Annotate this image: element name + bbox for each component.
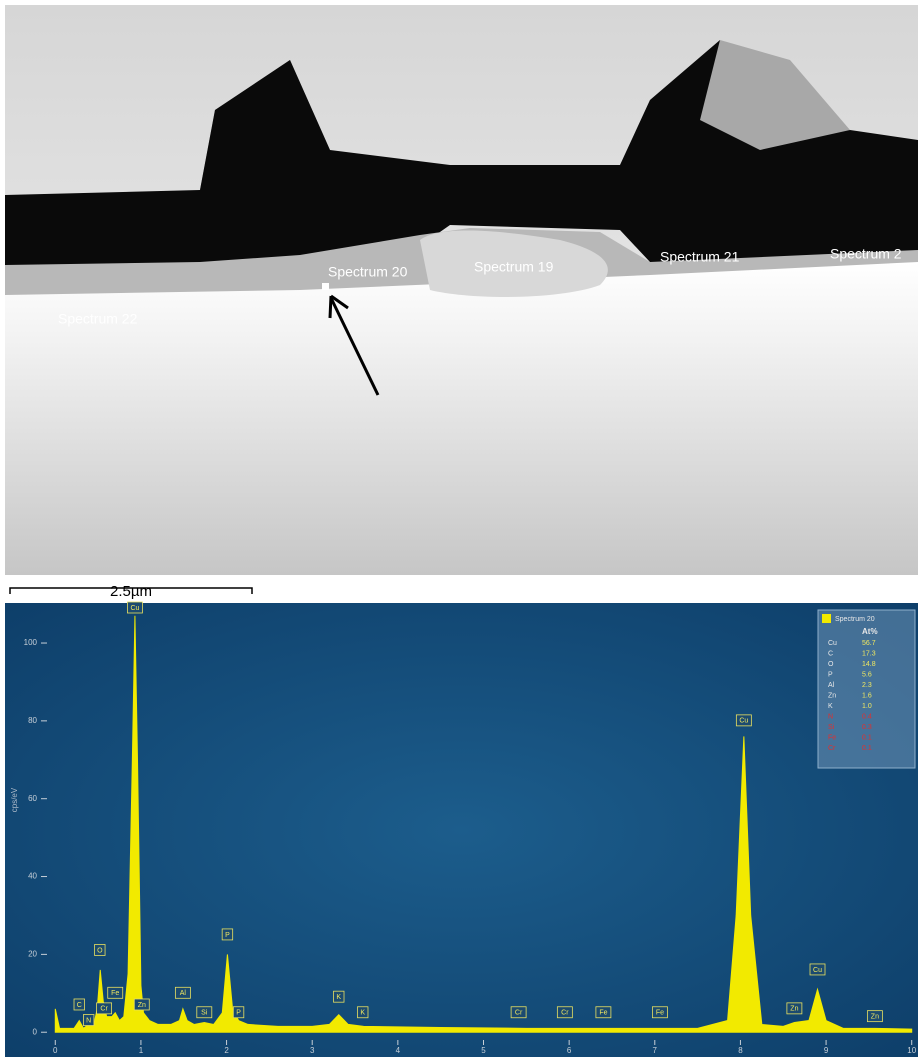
y-tick-label: 60 [28,794,37,803]
scale-bar-label: 2.5µm [110,583,152,600]
peak-label: Cu [739,718,748,725]
x-tick-label: 8 [738,1046,743,1055]
peak-label: N [86,1017,91,1024]
x-tick-label: 9 [824,1046,829,1055]
legend-element: Zn [828,692,836,699]
legend-value: 0.1 [862,745,872,752]
peak-label: C [77,1002,82,1009]
x-tick-label: 1 [139,1046,144,1055]
spectrum-label: Spectrum 19 [474,259,554,275]
y-tick-label: 40 [28,872,37,881]
peak-label: Fe [599,1010,607,1017]
peak-label: Cr [100,1006,108,1013]
x-tick-label: 4 [396,1046,401,1055]
legend-value: 1.0 [862,703,872,710]
peak-label: K [336,994,341,1001]
x-tick-label: 10 [907,1046,916,1055]
legend-swatch [822,614,831,623]
x-tick-label: 0 [53,1046,58,1055]
legend-value: 1.6 [862,692,872,699]
peak-label: Cu [813,967,822,974]
peak-label: Zn [871,1013,879,1020]
peak-label: Zn [790,1006,798,1013]
spectrum-label: Spectrum 20 [328,264,408,280]
legend-value: 14.8 [862,661,876,668]
y-tick-label: 20 [28,949,37,958]
scale-bar: 2.5µm [10,583,252,600]
legend-element: Cu [828,640,837,647]
legend-element: Fe [828,734,836,741]
peak-label: P [225,932,230,939]
spectrum-panel [5,603,918,1057]
peak-label: Fe [656,1010,664,1017]
peak-label: Cu [130,605,139,612]
peak-label: Fe [111,990,119,997]
peak-label: Zn [138,1002,146,1009]
legend-title: Spectrum 20 [835,616,875,623]
legend-element: C [828,650,833,657]
legend-value: 5.6 [862,671,872,678]
sem-image: Spectrum 20 Spectrum 19 Spectrum 21 Spec… [5,5,918,575]
spectrum-label: Spectrum 22 [58,311,138,327]
spectrum-label: Spectrum 2 [830,246,902,262]
x-tick-label: 6 [567,1046,572,1055]
x-tick-label: 5 [481,1046,486,1055]
peak-label: K [360,1010,365,1017]
legend-value: 0.4 [862,713,872,720]
legend-element: Cr [828,745,836,752]
legend-value: 0.1 [862,734,872,741]
legend-value: 56.7 [862,640,876,647]
y-tick-label: 100 [24,638,38,647]
x-tick-label: 2 [224,1046,229,1055]
peak-label: Al [180,990,187,997]
legend-element: Al [828,682,835,689]
legend-element: K [828,703,833,710]
peak-label: Cr [515,1010,523,1017]
peak-label: Cr [561,1010,569,1017]
figure: Spectrum 20 Spectrum 19 Spectrum 21 Spec… [0,0,918,1057]
peak-label: O [97,947,103,954]
legend-value: 0.3 [862,724,872,731]
spectrum-label: Spectrum 21 [660,249,740,265]
peak-label: Si [201,1010,208,1017]
y-tick-label: 0 [33,1027,38,1036]
y-axis-label: cps/eV [10,787,19,812]
legend-element: P [828,671,833,678]
peak-label: P [236,1010,241,1017]
legend-element: N [828,713,833,720]
legend-element: O [828,661,834,668]
legend-value: 2.3 [862,682,872,689]
y-tick-label: 80 [28,716,37,725]
legend-element: Si [828,724,835,731]
legend-value: 17.3 [862,650,876,657]
page: Spectrum 20 Spectrum 19 Spectrum 21 Spec… [0,0,918,1057]
x-tick-label: 7 [653,1046,658,1055]
legend-header: At% [862,627,878,636]
x-tick-label: 3 [310,1046,315,1055]
